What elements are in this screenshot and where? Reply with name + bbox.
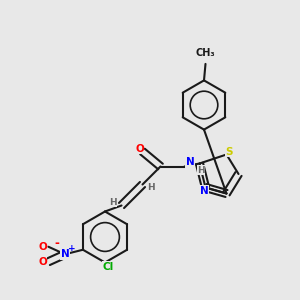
Text: H: H <box>109 198 117 207</box>
Text: H: H <box>147 183 155 192</box>
Text: N: N <box>200 185 208 196</box>
Text: S: S <box>226 146 233 157</box>
Text: N: N <box>61 249 69 259</box>
Text: H: H <box>197 166 205 175</box>
Text: -: - <box>54 237 59 250</box>
Text: +: + <box>68 244 75 253</box>
Text: N: N <box>186 157 195 167</box>
Text: Cl: Cl <box>102 262 114 272</box>
Text: O: O <box>38 257 47 267</box>
Text: O: O <box>38 242 47 252</box>
Text: O: O <box>135 143 144 154</box>
Text: CH₃: CH₃ <box>196 48 215 58</box>
